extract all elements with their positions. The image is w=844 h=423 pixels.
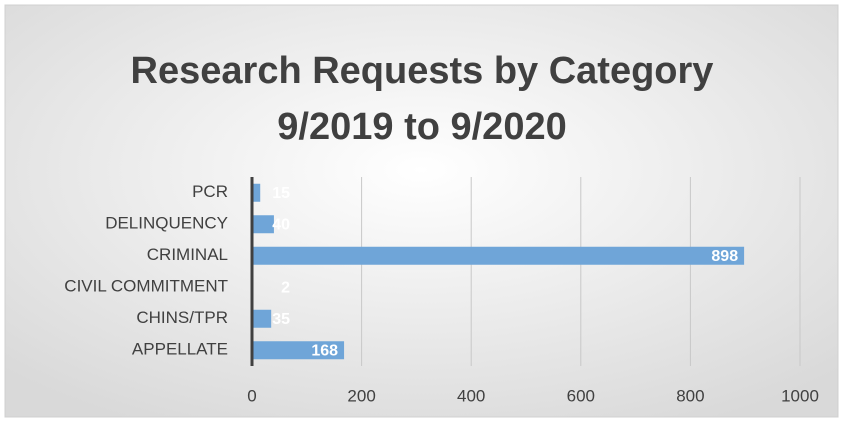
bar [252, 215, 274, 234]
data-label: 898 [711, 248, 738, 265]
x-tick-label: 200 [347, 386, 375, 405]
x-tick-label: 1000 [781, 386, 819, 405]
data-label: 2 [281, 279, 290, 296]
y-tick-label: CIVIL COMMITMENT [64, 277, 228, 296]
x-tick-label: 400 [457, 386, 485, 405]
chart-title: Research Requests by Category [131, 50, 714, 92]
y-tick-label: DELINQUENCY [105, 214, 228, 233]
bar [252, 183, 261, 202]
y-tick-label: CRIMINAL [147, 245, 228, 264]
data-label: 35 [272, 311, 290, 328]
y-tick-label: APPELLATE [132, 340, 228, 359]
y-tick-label: CHINS/TPR [136, 308, 228, 327]
bar [252, 341, 345, 360]
x-tick-label: 600 [567, 386, 595, 405]
x-tick-label: 0 [247, 386, 256, 405]
y-tick-label: PCR [192, 182, 228, 201]
data-label: 168 [311, 342, 338, 359]
data-label: 40 [272, 216, 290, 233]
x-tick-label: 800 [676, 386, 704, 405]
data-label: 15 [272, 185, 290, 202]
bar [252, 246, 745, 265]
bar [252, 309, 272, 328]
chart-title: 9/2019 to 9/2020 [277, 106, 566, 148]
chart-background [4, 4, 839, 418]
